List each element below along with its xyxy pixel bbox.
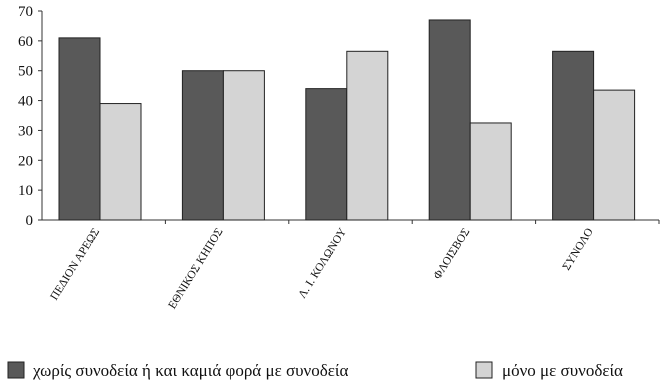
y-tick-label: 0 [26,213,34,229]
bar-series1-1 [181,70,224,221]
legend-label: μόνο με συνοδεία [502,361,623,380]
x-axis [42,219,660,224]
bar-series2-0 [99,103,142,221]
legend-swatch [7,361,25,379]
bars [58,19,636,221]
y-tick-label: 60 [18,34,33,50]
bar-series1-0 [58,37,101,221]
bar-series2-4 [593,89,636,221]
bar-series1-4 [552,50,595,221]
bar-series2-3 [469,122,512,221]
category-labels: ΠΕΔΙΟΝ ΑΡΕΩΣ ΕΘΝΙΚΟΣ ΚΗΠΟΣ Λ. Ι. ΚΟΛΩΝΟΥ ΦΛ… [48,226,595,312]
bar-series1-3 [428,19,471,221]
category-label: ΕΘΝΙΚΟΣ ΚΗΠΟΣ [166,226,225,311]
legend-label: χωρίς συνοδεία ή και καμιά φορά με συνοδ… [32,361,348,380]
bar-series2-2 [346,50,389,221]
category-label: ΠΕΔΙΟΝ ΑΡΕΩΣ [48,226,102,302]
category-label: ΦΛΟΙΣΒΟΣ [432,226,473,282]
y-tick-label: 40 [18,94,33,110]
category-label: Λ. Ι. ΚΟΛΩΝΟΥ [296,226,349,301]
y-tick-label: 50 [18,64,33,80]
y-tick-label: 10 [18,183,33,199]
legend: χωρίς συνοδεία ή και καμιά φορά με συνοδ… [7,361,623,380]
bar-series2-1 [222,70,265,221]
y-tick-label: 30 [18,123,33,139]
y-axis: 0 10 20 30 40 50 60 70 [18,4,43,229]
y-tick-label: 20 [18,153,33,169]
y-tick-label: 70 [18,4,33,20]
legend-swatch [475,361,493,379]
bar-series1-2 [305,88,348,221]
category-label: ΣΥΝΟΛΟ [561,226,596,272]
